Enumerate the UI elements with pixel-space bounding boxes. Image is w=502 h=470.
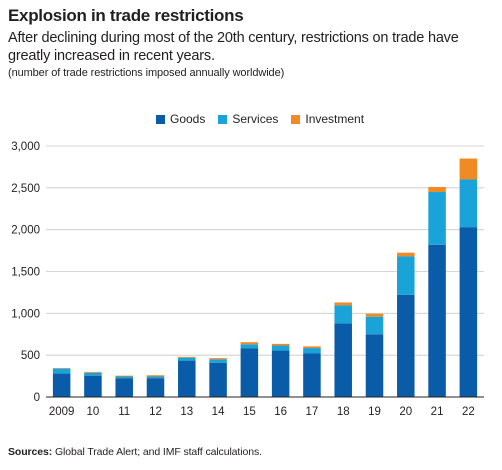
bar-segment-goods xyxy=(115,378,133,397)
bar-segment-investment xyxy=(209,358,227,360)
legend-label-investment: Investment xyxy=(305,112,365,126)
bar-segment-services xyxy=(271,345,290,351)
bar-segment-investment xyxy=(84,371,102,373)
bar-segment-services xyxy=(240,344,259,349)
chart-title: Explosion in trade restrictions xyxy=(8,6,244,25)
legend-label-services: Services xyxy=(232,112,279,126)
source-note: Sources: Global Trade Alert; and IMF sta… xyxy=(8,446,262,458)
bar-segment-services xyxy=(428,192,446,245)
bar-segment-services xyxy=(52,368,71,374)
x-tick-label: 15 xyxy=(243,406,256,418)
bar-segment-goods xyxy=(240,348,259,397)
x-tick-label: 19 xyxy=(368,406,381,418)
chart-subtitle: After declining during most of the 20th … xyxy=(8,30,459,64)
bar-segment-services xyxy=(459,179,478,228)
bar-segment-goods xyxy=(365,334,384,397)
bar-segment-goods xyxy=(84,375,102,397)
y-tick-label: 2,000 xyxy=(11,225,40,237)
bar-segment-services xyxy=(397,256,415,295)
bar-segment-investment xyxy=(271,343,290,346)
bar-segment-goods xyxy=(303,353,321,397)
legend-item-services: Services xyxy=(218,112,278,126)
legend-item-investment: Investment xyxy=(291,112,364,126)
bar-segment-services xyxy=(303,348,321,354)
bar-segment-services xyxy=(115,376,133,379)
bar-segment-goods xyxy=(52,373,71,397)
x-tick-label: 22 xyxy=(462,406,475,418)
source-label: Sources: xyxy=(8,446,53,458)
bar-segment-services xyxy=(84,372,102,376)
x-tick-label: 16 xyxy=(274,406,287,418)
bar-segment-investment xyxy=(459,158,478,180)
chart-unit-note: (number of trade restrictions imposed an… xyxy=(8,67,285,79)
bar-segment-goods xyxy=(459,227,478,397)
legend-label-goods: Goods xyxy=(170,112,206,126)
bar-segment-goods xyxy=(428,244,446,397)
bar-segment-goods xyxy=(146,378,165,397)
y-tick-label: 1,000 xyxy=(11,308,40,320)
bar-segment-goods xyxy=(397,294,415,397)
bar-segment-goods xyxy=(271,350,290,397)
bar-segment-investment xyxy=(365,313,384,317)
legend-swatch-services xyxy=(218,114,228,124)
bar-segment-investment xyxy=(303,346,321,349)
bar-segment-services xyxy=(334,305,352,324)
bar-segment-investment xyxy=(146,375,165,377)
x-tick-label: 18 xyxy=(337,406,350,418)
y-tick-label: 500 xyxy=(21,350,40,362)
bar-segment-services xyxy=(209,359,227,363)
bar-segment-services xyxy=(146,376,165,379)
y-tick-label: 0 xyxy=(34,392,40,404)
x-tick-label: 13 xyxy=(180,406,193,418)
x-tick-label: 17 xyxy=(306,406,319,418)
bar-segment-investment xyxy=(240,342,259,345)
x-tick-label: 10 xyxy=(87,406,100,418)
bar-segment-goods xyxy=(209,362,227,397)
bar-segment-services xyxy=(365,316,384,335)
y-tick-label: 3,000 xyxy=(11,141,40,153)
legend: Goods Services Investment xyxy=(156,112,377,126)
bar-segment-goods xyxy=(178,360,196,397)
stacked-bar-chart: 0 500 1,000 1,500 2,000 2,500 3,000 2009 10 11 12 1… xyxy=(11,141,484,418)
x-tick-label: 20 xyxy=(399,406,412,418)
x-tick-label: 12 xyxy=(149,406,162,418)
bar-segment-investment xyxy=(428,186,446,193)
bar-segment-investment xyxy=(115,375,133,377)
x-tick-label: 14 xyxy=(212,406,225,418)
bar-segment-goods xyxy=(334,323,352,397)
x-tick-label: 2009 xyxy=(49,406,75,418)
bar-segment-investment xyxy=(334,302,352,306)
y-tick-label: 1,500 xyxy=(11,267,40,279)
x-tick-label: 21 xyxy=(431,406,444,418)
bar-segment-investment xyxy=(178,356,196,358)
legend-swatch-goods xyxy=(156,114,165,124)
source-text: Global Trade Alert; and IMF staff calcul… xyxy=(52,446,262,458)
x-tick-label: 11 xyxy=(118,406,130,418)
y-tick-label: 2,500 xyxy=(11,183,40,195)
legend-item-goods: Goods xyxy=(156,112,205,126)
bar-segment-services xyxy=(178,357,196,361)
bar-segment-investment xyxy=(397,252,415,257)
legend-swatch-investment xyxy=(291,114,301,124)
